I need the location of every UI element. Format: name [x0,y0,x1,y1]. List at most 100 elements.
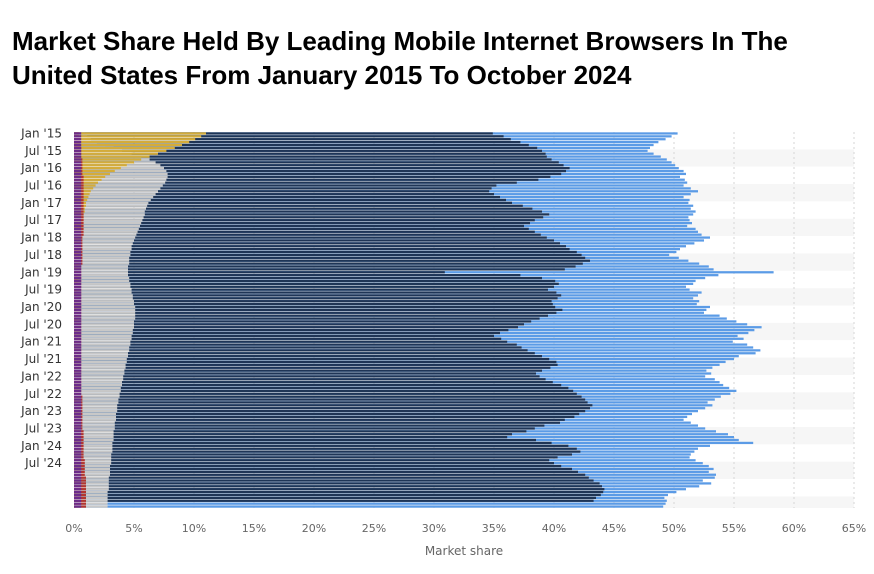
bar[interactable] [74,219,82,222]
bar[interactable] [74,453,112,456]
bar[interactable] [74,415,575,419]
bar[interactable] [74,337,502,340]
bar[interactable] [74,462,554,465]
bar[interactable] [74,462,82,465]
bar[interactable] [74,143,82,147]
bar[interactable] [74,285,554,288]
bar[interactable] [74,210,82,213]
bar[interactable] [74,447,82,450]
bar[interactable] [74,161,134,164]
bar[interactable] [74,462,112,465]
bar[interactable] [74,314,548,317]
bar[interactable] [74,476,82,479]
bar[interactable] [74,427,82,430]
bar[interactable] [74,372,82,375]
bar[interactable] [74,386,121,390]
bar[interactable] [74,459,82,462]
bar[interactable] [74,363,126,366]
bar[interactable] [74,193,494,196]
bar[interactable] [74,195,154,199]
bar[interactable] [74,158,82,161]
bar[interactable] [74,198,506,202]
bar[interactable] [74,337,132,340]
bar[interactable] [74,505,108,508]
bar[interactable] [74,227,139,231]
bar[interactable] [74,181,517,184]
bar[interactable] [74,149,167,152]
bar[interactable] [74,167,82,170]
bar[interactable] [74,190,158,193]
bar[interactable] [74,213,550,216]
bar[interactable] [74,141,82,144]
bar[interactable] [74,329,509,332]
bar[interactable] [74,302,82,306]
bar[interactable] [74,184,82,187]
bar[interactable] [74,456,558,459]
bar[interactable] [74,291,82,294]
bar[interactable] [74,181,98,184]
bar[interactable] [74,239,82,242]
bar[interactable] [74,236,136,239]
bar[interactable] [74,253,82,257]
bar[interactable] [74,401,82,404]
bar[interactable] [74,352,128,355]
bar[interactable] [74,300,82,303]
bar[interactable] [74,502,82,505]
bar[interactable] [74,450,82,453]
bar[interactable] [74,499,82,502]
bar[interactable] [74,172,168,176]
bar[interactable] [74,427,535,430]
bar[interactable] [74,482,109,485]
bar[interactable] [74,436,508,439]
bar[interactable] [74,372,125,375]
bar[interactable] [74,164,564,167]
bar[interactable] [74,248,570,251]
bar[interactable] [74,459,550,462]
bar[interactable] [74,444,82,447]
bar[interactable] [74,152,82,155]
bar[interactable] [74,184,163,187]
bar[interactable] [74,381,122,384]
bar[interactable] [74,346,522,349]
bar[interactable] [74,201,82,204]
bar[interactable] [74,172,562,176]
bar[interactable] [74,369,542,372]
bar[interactable] [74,473,110,476]
bar[interactable] [74,337,82,340]
bar[interactable] [74,207,82,210]
bar[interactable] [74,141,521,144]
bar[interactable] [74,167,121,170]
bar[interactable] [74,187,82,190]
bar[interactable] [74,198,151,202]
bar[interactable] [74,479,594,482]
bar[interactable] [74,485,109,488]
bar[interactable] [74,201,149,204]
bar[interactable] [74,357,127,361]
bar[interactable] [74,496,108,500]
bar[interactable] [74,424,545,427]
bar[interactable] [74,190,490,193]
bar[interactable] [74,485,82,488]
bar[interactable] [74,392,82,395]
bar[interactable] [74,291,557,294]
bar[interactable] [74,464,562,468]
bar[interactable] [74,317,82,320]
bar[interactable] [74,169,167,173]
bar[interactable] [74,392,120,395]
bar[interactable] [74,349,130,352]
bar[interactable] [74,398,119,401]
bar[interactable] [74,210,542,213]
bar[interactable] [74,268,82,271]
bar[interactable] [74,175,106,178]
bar[interactable] [74,250,131,254]
bar[interactable] [74,178,102,181]
bar[interactable] [74,259,590,262]
bar[interactable] [74,158,552,161]
bar[interactable] [74,418,82,421]
bar[interactable] [74,490,604,494]
bar[interactable] [74,178,167,181]
bar[interactable] [74,155,547,158]
bar[interactable] [74,187,161,190]
bar[interactable] [74,146,82,150]
bar[interactable] [74,259,130,262]
